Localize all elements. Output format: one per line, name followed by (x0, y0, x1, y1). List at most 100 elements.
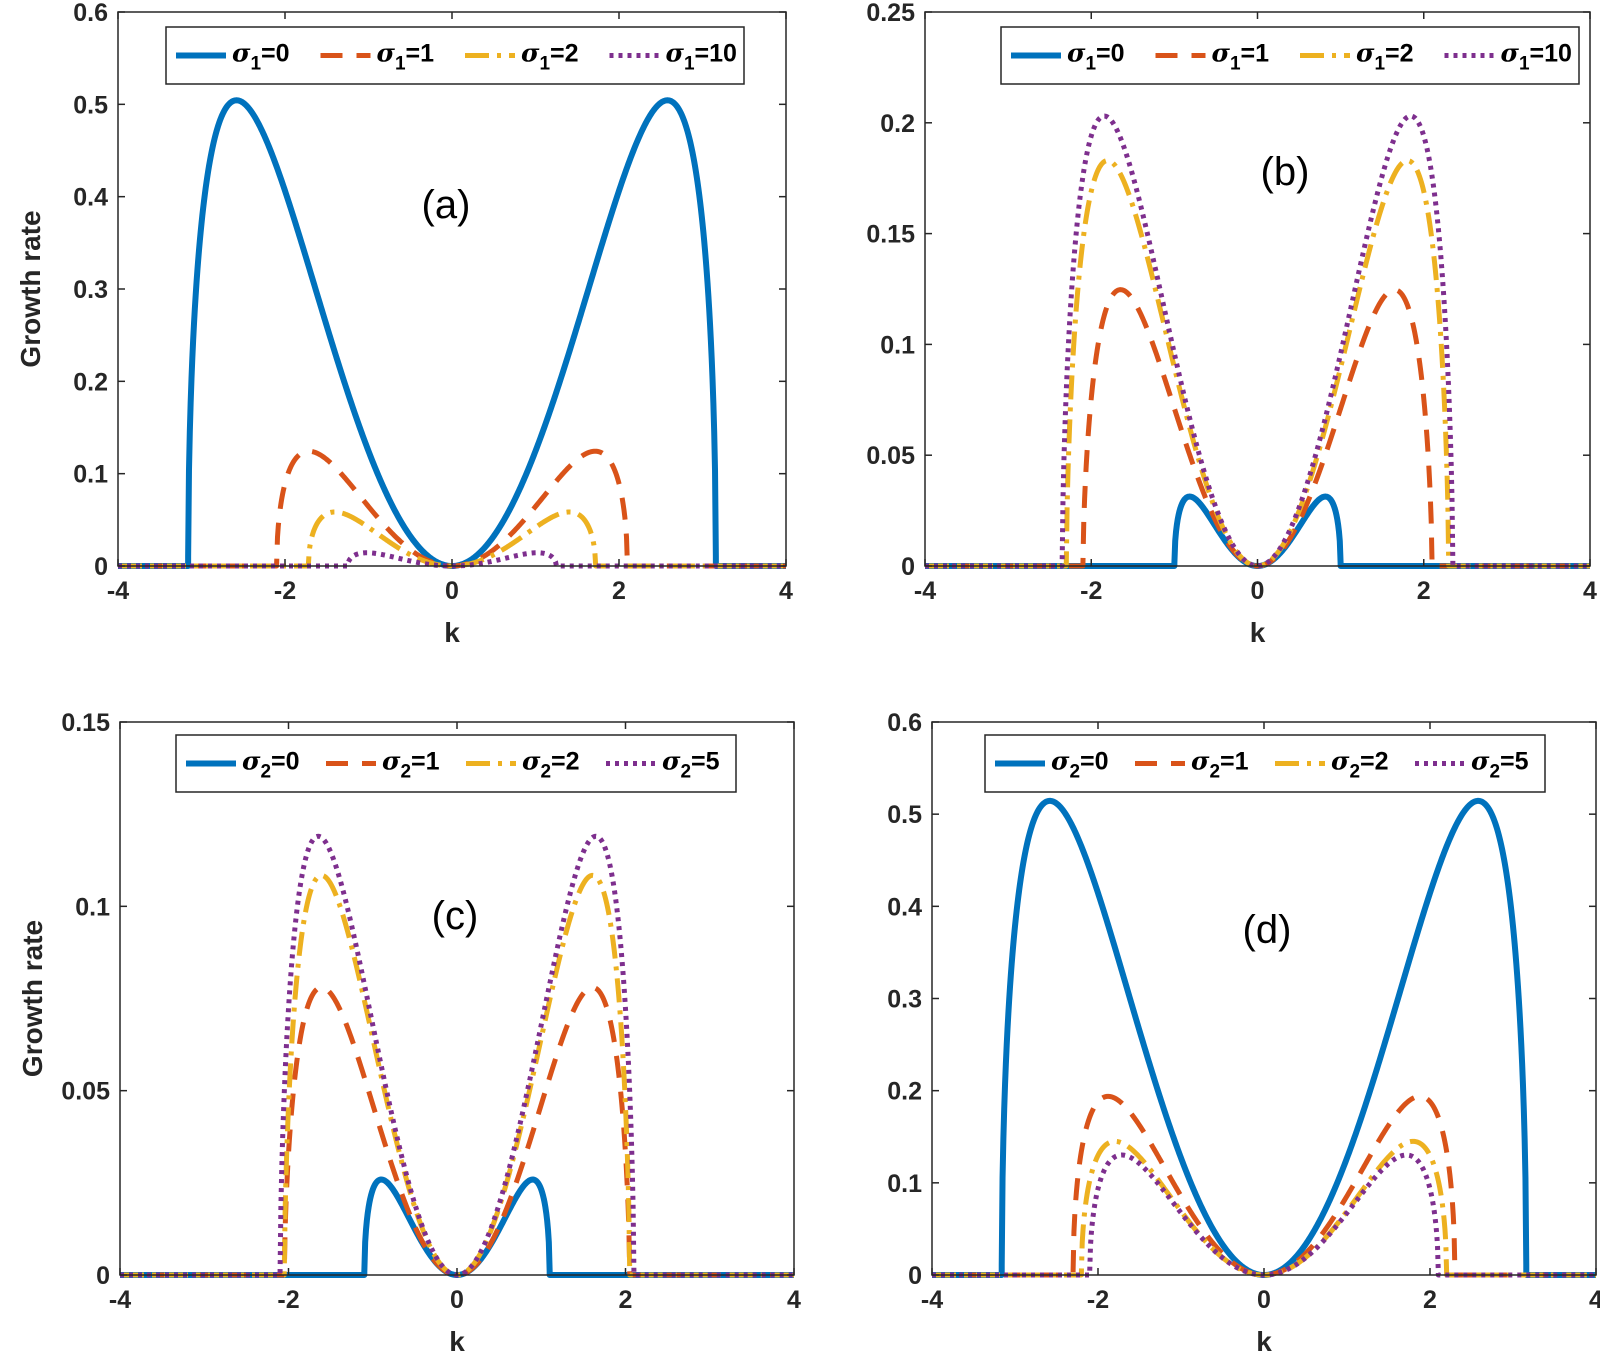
x-tick-label: -2 (1087, 1286, 1109, 1314)
y-tick-label: 0.2 (880, 110, 915, 138)
legend-symbol: σ (1067, 39, 1086, 68)
legend-value: =5 (1500, 748, 1529, 776)
y-tick-label: 0.1 (887, 1170, 922, 1198)
legend-symbol: σ (1331, 747, 1350, 776)
x-tick-label: 0 (445, 577, 459, 605)
panel-label: (b) (1261, 150, 1310, 194)
x-tick-label: 0 (1257, 1286, 1271, 1314)
x-axis-title: k (1256, 1326, 1272, 1357)
x-tick-label: 4 (1583, 577, 1597, 605)
legend-subscript: 2 (400, 762, 411, 783)
legend-symbol: σ (1212, 39, 1231, 68)
legend-subscript: 1 (1374, 54, 1385, 75)
legend-value: =5 (691, 748, 720, 776)
y-tick-label: 0.1 (73, 461, 108, 489)
legend-symbol: σ (522, 747, 541, 776)
legend-subscript: 1 (684, 54, 695, 75)
y-tick-label: 0.6 (887, 709, 922, 737)
legend-symbol: σ (377, 39, 396, 68)
legend-value: =1 (1241, 40, 1270, 68)
legend-symbol: σ (1471, 747, 1490, 776)
legend-value: =0 (271, 748, 300, 776)
legend-subscript: 1 (250, 54, 261, 75)
legend: σ2=0 σ2=1 σ2=2 σ2=5 (175, 734, 737, 793)
x-tick-label: 2 (1417, 577, 1431, 605)
legend-entry-0: σ1=0 (232, 39, 290, 75)
legend-symbol: σ (521, 39, 540, 68)
y-tick-label: 0.25 (866, 0, 915, 27)
x-axis-title: k (1250, 617, 1266, 648)
y-tick-label: 0.05 (866, 442, 915, 470)
legend-subscript: 1 (1230, 54, 1241, 75)
legend-entry-1: σ2=1 (382, 747, 440, 783)
legend-entry-0: σ1=0 (1067, 39, 1125, 75)
x-tick-label: 4 (1589, 1286, 1600, 1314)
legend-entry-3: σ2=5 (1471, 747, 1529, 783)
x-tick-label: -4 (109, 1286, 131, 1314)
x-tick-label: 2 (612, 577, 626, 605)
legend-subscript: 2 (540, 762, 551, 783)
legend-value: =0 (1096, 40, 1125, 68)
legend-symbol: σ (1356, 39, 1375, 68)
x-axis-title: k (444, 617, 460, 648)
legend: σ1=0 σ1=1 σ1=2 σ1=10 (1000, 26, 1580, 85)
plot-area (118, 12, 786, 566)
legend-subscript: 2 (1069, 762, 1080, 783)
legend-subscript: 1 (539, 54, 550, 75)
legend-entry-0: σ2=0 (1051, 747, 1109, 783)
legend-symbol: σ (666, 39, 685, 68)
x-tick-label: 0 (1251, 577, 1265, 605)
y-tick-label: 0.15 (866, 221, 915, 249)
legend-value: =2 (550, 40, 579, 68)
legend-subscript: 2 (1209, 762, 1220, 783)
legend-subscript: 1 (1085, 54, 1096, 75)
panel-label: (a) (422, 183, 471, 227)
legend-entry-2: σ1=2 (521, 39, 579, 75)
legend-subscript: 2 (680, 762, 691, 783)
x-tick-label: -2 (1080, 577, 1102, 605)
legend-symbol: σ (232, 39, 251, 68)
legend-symbol: σ (1501, 39, 1520, 68)
legend-subscript: 1 (395, 54, 406, 75)
x-tick-label: 2 (1423, 1286, 1437, 1314)
y-axis-title: Growth rate (15, 210, 46, 367)
legend-symbol: σ (242, 747, 261, 776)
legend-subscript: 2 (260, 762, 271, 783)
y-tick-label: 0 (908, 1262, 922, 1290)
y-tick-label: 0.2 (73, 368, 108, 396)
y-tick-label: 0.4 (73, 184, 108, 212)
plot-area (932, 722, 1596, 1275)
legend: σ2=0 σ2=1 σ2=2 σ2=5 (984, 734, 1546, 793)
y-tick-label: 0 (94, 553, 108, 581)
legend-subscript: 2 (1349, 762, 1360, 783)
legend-value: =10 (1530, 40, 1572, 68)
chart-panel-a: -4 -2 0 2 4 0 0.1 0.2 0.3 0.4 0.5 0.6 k Growth rate (a… (15, 0, 793, 648)
plot-area (120, 722, 794, 1275)
legend-entry-1: σ1=1 (1212, 39, 1270, 75)
legend-value: =1 (411, 748, 440, 776)
y-tick-label: 0.3 (887, 986, 922, 1014)
y-tick-label: 0.5 (73, 91, 108, 119)
x-tick-label: -4 (107, 577, 129, 605)
y-tick-label: 0.2 (887, 1078, 922, 1106)
y-axis-title: Growth rate (17, 920, 48, 1077)
x-tick-label: 2 (619, 1286, 633, 1314)
y-tick-label: 0.4 (887, 893, 922, 921)
legend-value: =2 (1360, 748, 1389, 776)
x-tick-label: 4 (779, 577, 793, 605)
legend-entry-0: σ2=0 (242, 747, 300, 783)
legend-symbol: σ (662, 747, 681, 776)
legend-subscript: 1 (1519, 54, 1530, 75)
y-tick-label: 0 (96, 1262, 110, 1290)
y-tick-label: 0.1 (75, 893, 110, 921)
x-tick-label: -4 (914, 577, 936, 605)
chart-panel-d: -4 -2 0 2 400.10.20.30.40.50.6k(d)σ2=0 σ2=1 σ2… (887, 709, 1600, 1357)
y-tick-label: 0.15 (61, 709, 110, 737)
legend-entry-2: σ1=2 (1356, 39, 1414, 75)
legend-entry-3: σ2=5 (662, 747, 720, 783)
legend-symbol: σ (382, 747, 401, 776)
legend-symbol: σ (1191, 747, 1210, 776)
x-tick-label: -4 (921, 1286, 943, 1314)
